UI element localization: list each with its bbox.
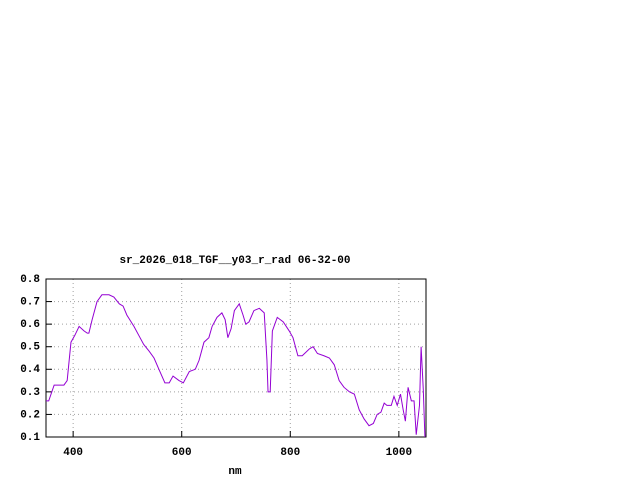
- y-tick-label: 0.1: [20, 432, 40, 444]
- x-tick-label: 400: [63, 447, 83, 459]
- y-tick-label: 0.8: [20, 274, 40, 286]
- data-line: [46, 294, 426, 438]
- y-tick-label: 0.2: [20, 409, 40, 421]
- x-tick-label: 1000: [386, 447, 412, 459]
- plot-border: [45, 278, 427, 438]
- y-tick-label: 0.5: [20, 342, 40, 354]
- chart-title: sr_2026_018_TGF__y03_r_rad 06-32-00: [119, 255, 350, 267]
- y-tick-label: 0.3: [20, 387, 40, 399]
- x-tick-label: 800: [280, 447, 300, 459]
- y-tick-label: 0.7: [20, 296, 40, 308]
- x-axis-label: nm: [228, 466, 242, 478]
- y-tick-label: 0.6: [20, 319, 40, 331]
- x-tick-label: 600: [172, 447, 192, 459]
- y-tick-label: 0.4: [20, 364, 40, 376]
